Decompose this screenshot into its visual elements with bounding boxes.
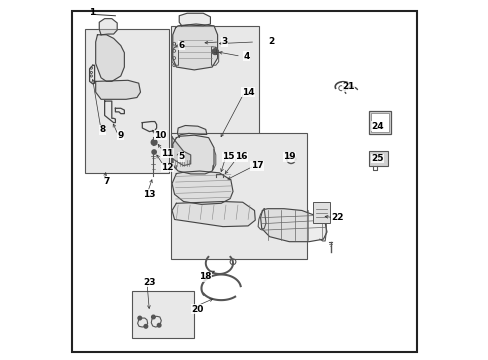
Circle shape bbox=[138, 316, 142, 320]
Polygon shape bbox=[99, 19, 117, 35]
Text: 4: 4 bbox=[243, 52, 249, 61]
Text: 5: 5 bbox=[178, 152, 184, 161]
Bar bbox=[368, 111, 390, 134]
Text: 16: 16 bbox=[234, 152, 246, 161]
Text: 17: 17 bbox=[250, 161, 263, 170]
Text: 12: 12 bbox=[161, 163, 173, 172]
Text: 25: 25 bbox=[370, 154, 383, 163]
Polygon shape bbox=[172, 171, 233, 204]
Polygon shape bbox=[260, 209, 326, 242]
Polygon shape bbox=[172, 137, 190, 166]
Text: 8: 8 bbox=[100, 125, 106, 134]
Text: 21: 21 bbox=[342, 82, 354, 91]
Bar bbox=[171, 26, 258, 173]
Bar bbox=[85, 30, 169, 173]
Text: 3: 3 bbox=[221, 37, 227, 46]
Polygon shape bbox=[172, 24, 217, 70]
Text: 22: 22 bbox=[331, 213, 343, 222]
Polygon shape bbox=[96, 35, 124, 81]
Polygon shape bbox=[177, 126, 206, 137]
Text: 2: 2 bbox=[268, 37, 274, 46]
Bar bbox=[131, 291, 194, 338]
Circle shape bbox=[212, 49, 218, 54]
Text: 9: 9 bbox=[117, 131, 124, 140]
Text: 14: 14 bbox=[241, 87, 254, 96]
Bar bbox=[171, 134, 306, 259]
Text: 1: 1 bbox=[89, 8, 95, 17]
Text: 20: 20 bbox=[191, 305, 203, 314]
Circle shape bbox=[144, 324, 147, 328]
Text: 6: 6 bbox=[178, 41, 184, 50]
Circle shape bbox=[152, 150, 156, 154]
Bar bbox=[370, 113, 388, 132]
Circle shape bbox=[151, 315, 155, 319]
Text: 10: 10 bbox=[154, 131, 166, 140]
Polygon shape bbox=[172, 202, 255, 226]
Text: 18: 18 bbox=[199, 272, 211, 281]
Polygon shape bbox=[172, 135, 214, 174]
Text: 24: 24 bbox=[370, 122, 383, 131]
Bar bbox=[368, 151, 387, 166]
Text: 13: 13 bbox=[143, 190, 155, 199]
Text: 23: 23 bbox=[143, 278, 155, 287]
Polygon shape bbox=[179, 13, 210, 26]
Polygon shape bbox=[96, 80, 140, 99]
Text: 7: 7 bbox=[103, 177, 109, 186]
Text: 19: 19 bbox=[283, 152, 295, 161]
Circle shape bbox=[151, 139, 157, 145]
Circle shape bbox=[157, 323, 161, 327]
Text: 11: 11 bbox=[161, 149, 173, 158]
Bar bbox=[312, 202, 329, 223]
Text: 15: 15 bbox=[222, 152, 234, 161]
